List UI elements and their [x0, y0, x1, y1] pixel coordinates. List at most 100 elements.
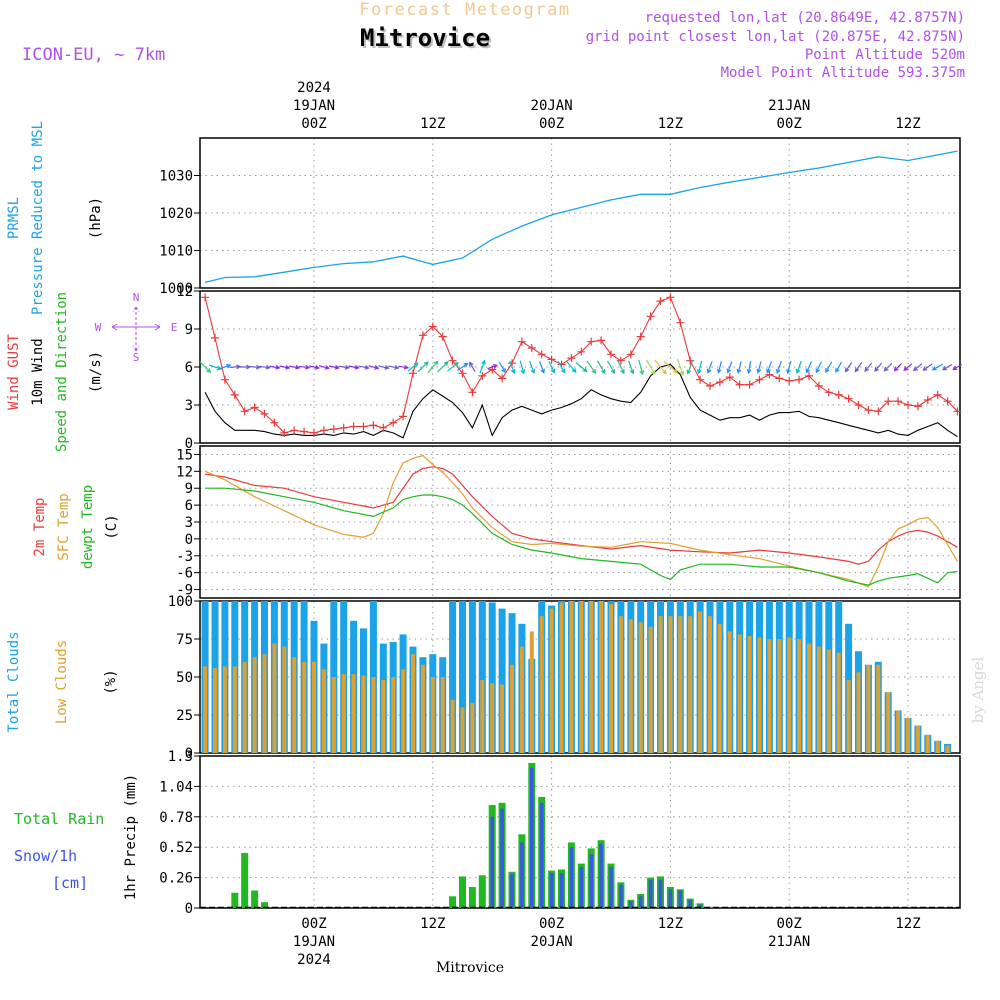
rain-bar: [468, 887, 476, 908]
y-tick-label: 6: [185, 498, 193, 514]
low-cloud-bar: [925, 734, 930, 753]
snow-unit-label: [cm]: [52, 874, 88, 892]
low-cloud-bar: [411, 654, 415, 753]
wind-direction-arrow: [199, 361, 212, 374]
bottom-time-label: 12Z: [658, 916, 683, 932]
low-cloud-bar: [708, 616, 712, 753]
bottom-time-label: 20JAN: [531, 934, 573, 950]
low-cloud-bar: [816, 646, 821, 753]
y-tick-label: 12: [176, 464, 193, 480]
wind-direction-arrow: [726, 361, 733, 374]
low-cloud-bar: [609, 604, 613, 753]
low-cloud-bar: [321, 669, 326, 753]
snow-bar: [678, 890, 683, 908]
wind-direction-arrow: [654, 359, 667, 375]
wind-gust-marker: [201, 293, 210, 302]
low-cloud-bar: [747, 636, 752, 753]
y-tick-label: -6: [176, 566, 193, 582]
bottom-time-label: 12Z: [895, 916, 920, 932]
low-cloud-bar: [569, 601, 574, 753]
wind-direction-arrow: [575, 362, 588, 373]
wind-gust-marker: [616, 356, 625, 365]
wind-gust-marker: [805, 371, 813, 380]
y-tick-label: 25: [176, 708, 193, 724]
snow-bar: [609, 867, 613, 908]
snow-bar: [619, 884, 623, 908]
low-cloud-bar: [727, 631, 732, 753]
wind-direction-arrow: [586, 360, 597, 375]
low-cloud-bar: [678, 616, 683, 753]
bottom-time-label: 00Z: [777, 916, 802, 932]
y-tick-label: 1.04: [159, 779, 193, 795]
wind-gust-marker: [636, 332, 645, 341]
wind-direction-arrow: [469, 361, 476, 372]
bottom-time-label: 2024: [297, 952, 331, 968]
snow-bar: [530, 767, 534, 908]
total-cloud-bar: [488, 602, 496, 753]
wind-direction-arrow: [398, 364, 410, 370]
wind-gust-marker: [577, 347, 586, 356]
wind-direction-arrow: [893, 363, 903, 372]
wind-direction-arrow: [259, 364, 271, 370]
low-cloud-bar: [292, 657, 297, 753]
total-rain-label: Total Rain: [14, 810, 104, 828]
wind-direction-arrow: [844, 362, 853, 373]
low-cloud-bar: [262, 654, 267, 753]
y-axis-label: 2m Temp: [32, 497, 48, 556]
wind-direction-arrow: [706, 361, 713, 374]
y-tick-label: 15: [176, 447, 193, 463]
wind-direction-arrow: [883, 362, 893, 372]
credit-label: by Angel: [969, 656, 987, 723]
y-tick-label: 0.78: [159, 810, 193, 826]
low-cloud-bar: [559, 602, 564, 753]
y-axis-label: Wind GUST: [6, 334, 22, 410]
wind-gust-marker: [418, 331, 427, 340]
wind-direction-arrow: [716, 361, 722, 374]
y-axis-label: (C): [104, 514, 120, 539]
wind-direction-arrow: [912, 363, 923, 372]
low-cloud-bar: [401, 669, 406, 753]
compass-ns-arrows: [132, 306, 140, 352]
low-cloud-bar: [213, 667, 217, 753]
low-cloud-bar: [648, 626, 653, 753]
top-time-label: 20JAN: [531, 98, 573, 114]
wind-gust-marker: [923, 395, 932, 404]
panel-frame: [199, 290, 961, 444]
wind-direction-arrow: [239, 364, 252, 370]
low-cloud-bar: [282, 646, 287, 753]
low-cloud-bar: [460, 707, 465, 753]
compass-n: N: [133, 291, 140, 304]
wind-direction-arrow: [696, 360, 703, 375]
wind-gust-marker: [211, 333, 219, 342]
snow-bar: [668, 889, 673, 908]
wind-speed-line: [204, 363, 958, 439]
snow-label: Snow/1h: [14, 847, 77, 865]
top-time-label: 21JAN: [768, 98, 810, 114]
y-axis-label: Total Clouds: [6, 631, 22, 732]
wind-direction-arrow: [529, 360, 536, 375]
low-cloud-bar: [490, 683, 495, 753]
wind-direction-arrow: [358, 365, 370, 370]
wind-direction-arrow: [756, 361, 762, 374]
wind-direction-arrow: [309, 364, 321, 370]
low-cloud-bar: [203, 666, 208, 753]
low-cloud-bar: [698, 611, 703, 753]
dewpoint-line: [205, 487, 958, 586]
wind-gust-marker: [765, 370, 774, 379]
low-cloud-bar: [836, 652, 841, 753]
y-tick-label: 0: [185, 901, 193, 917]
wind-direction-arrow: [219, 363, 232, 370]
wind-direction-arrow: [776, 360, 782, 374]
rain-bar: [241, 853, 249, 908]
wind-direction-arrow: [606, 360, 616, 375]
model-point-altitude: Model Point Altitude 593.375m: [721, 65, 965, 81]
top-time-label: 2024: [297, 80, 331, 96]
rain-bar: [478, 875, 486, 908]
footer-location: Mitrovice: [436, 960, 504, 976]
low-cloud-bar: [341, 674, 346, 753]
wind-gust-marker: [359, 422, 368, 431]
wind-direction-arrow: [417, 361, 429, 373]
low-cloud-bar: [500, 684, 505, 753]
